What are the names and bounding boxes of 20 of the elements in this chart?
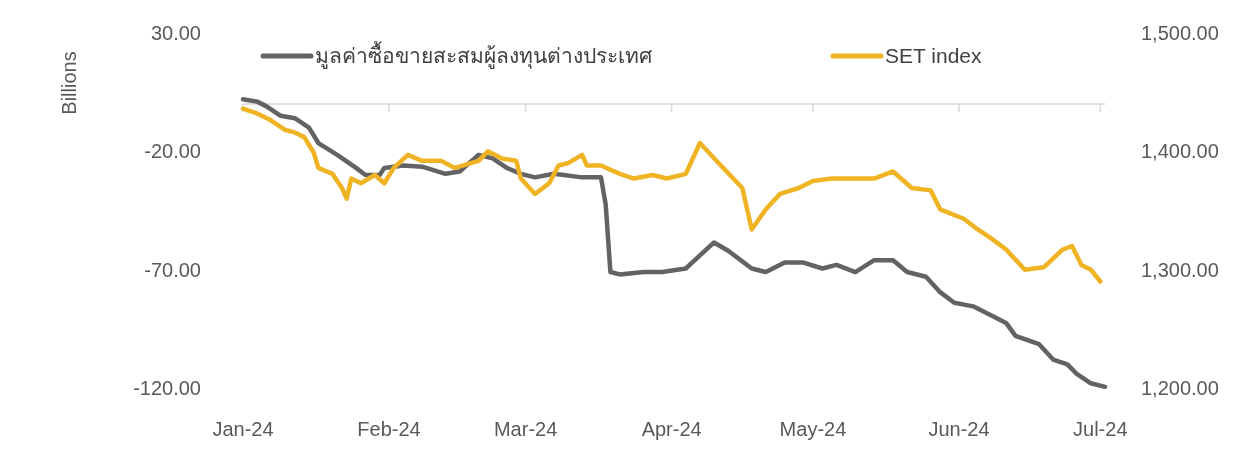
y-tick-label: -20.00 <box>144 140 201 163</box>
y-tick-label: -120.00 <box>133 377 201 399</box>
x-tick-label: May-24 <box>779 418 847 440</box>
line-series <box>240 97 1108 390</box>
y-axis-title: Billions <box>58 51 80 115</box>
x-tick-label: Mar-24 <box>493 418 558 440</box>
y2-tick-label: 1,400.00 <box>1141 140 1219 163</box>
y2-tick-label: 1,200.00 <box>1141 377 1219 399</box>
legend-label: มูลค่าซื้อขายสะสมผู้ลงทุนต่างประเทศ <box>315 41 653 70</box>
legend-label: SET index <box>885 44 982 68</box>
y-tick-label: -70.00 <box>144 258 201 281</box>
x-tick-label: Jan-24 <box>212 418 274 440</box>
x-tick-label: Jul-24 <box>1073 418 1128 440</box>
y2-tick-label: 1,300.00 <box>1141 258 1219 281</box>
y2-tick-label: 1,500.00 <box>1141 22 1219 44</box>
x-tick-label: Jun-24 <box>928 418 990 440</box>
y-tick-label: 30.00 <box>150 22 201 44</box>
line-series <box>240 106 1103 284</box>
x-tick-label: Apr-24 <box>641 418 702 440</box>
x-tick-label: Feb-24 <box>357 418 421 440</box>
